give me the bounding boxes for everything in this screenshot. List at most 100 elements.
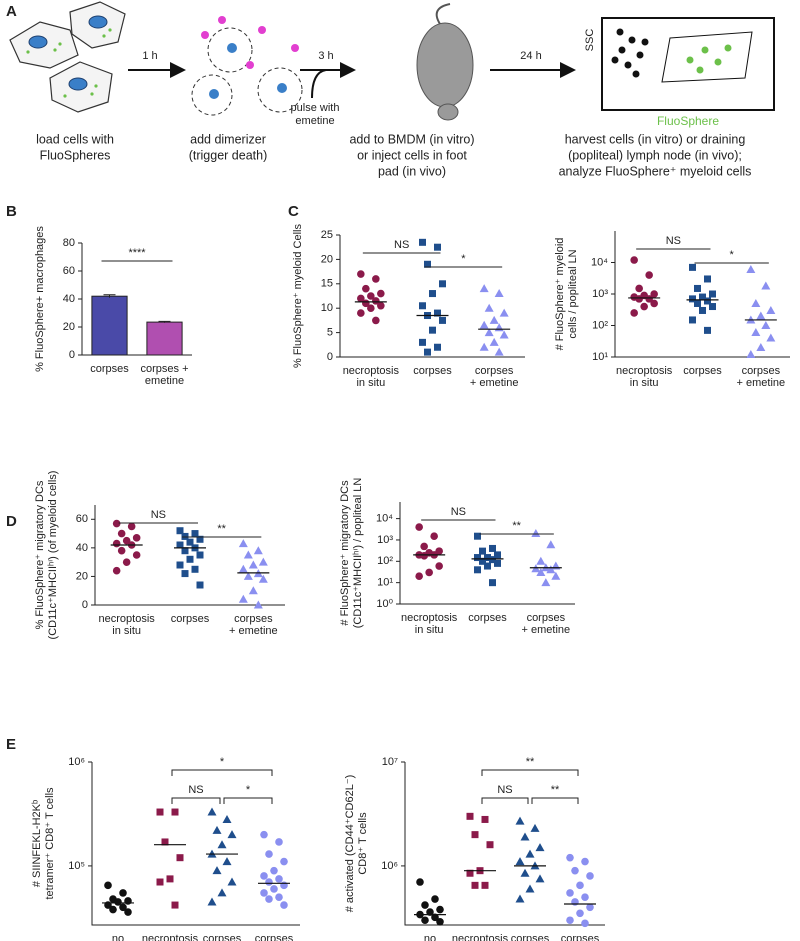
point bbox=[530, 823, 540, 832]
point bbox=[181, 547, 189, 555]
point bbox=[436, 905, 444, 914]
y-tick-label: 5 bbox=[327, 327, 333, 339]
point bbox=[191, 565, 199, 573]
point bbox=[746, 350, 756, 359]
point bbox=[466, 812, 474, 820]
point bbox=[640, 302, 648, 311]
point bbox=[429, 290, 436, 298]
bar bbox=[146, 321, 183, 356]
point bbox=[531, 529, 541, 538]
point bbox=[494, 347, 504, 356]
bar bbox=[91, 295, 128, 356]
y-tick-label: 40 bbox=[63, 293, 75, 305]
point bbox=[280, 901, 288, 909]
point bbox=[109, 905, 117, 914]
point bbox=[756, 343, 766, 352]
y-axis-label: # activated (CD44⁺CD62L⁻) bbox=[344, 775, 356, 913]
point bbox=[419, 338, 426, 346]
point bbox=[429, 326, 436, 334]
point bbox=[156, 808, 164, 816]
point bbox=[494, 289, 504, 298]
significance-bracket bbox=[481, 769, 579, 776]
point bbox=[481, 881, 489, 889]
point bbox=[694, 284, 701, 292]
point bbox=[645, 295, 653, 303]
point bbox=[227, 877, 237, 886]
point bbox=[430, 532, 438, 540]
point bbox=[114, 898, 122, 906]
y-tick-label: 10¹ bbox=[377, 577, 393, 589]
point bbox=[494, 323, 504, 332]
significance-label: NS bbox=[188, 784, 203, 796]
x-tick-label: corpses bbox=[468, 612, 507, 624]
point bbox=[489, 337, 499, 346]
significance-label: ** bbox=[551, 784, 560, 796]
point bbox=[489, 556, 496, 564]
point bbox=[581, 893, 589, 901]
point bbox=[104, 881, 112, 890]
point bbox=[566, 889, 574, 897]
point bbox=[484, 554, 491, 562]
point bbox=[474, 566, 481, 574]
point bbox=[117, 529, 126, 538]
significance-bracket bbox=[223, 797, 273, 804]
point bbox=[699, 306, 706, 314]
y-tick-label: 10⁴ bbox=[376, 513, 393, 525]
point bbox=[124, 897, 132, 905]
point bbox=[265, 850, 273, 858]
point bbox=[645, 271, 653, 279]
significance-label: NS bbox=[394, 239, 409, 251]
step-text: load cells with bbox=[36, 132, 114, 146]
point bbox=[258, 574, 268, 583]
point bbox=[421, 916, 429, 925]
y-tick-label: 10⁶ bbox=[381, 860, 398, 872]
point bbox=[766, 333, 776, 342]
significance-label: NS bbox=[497, 784, 512, 796]
interval: 24 h bbox=[520, 50, 541, 62]
point bbox=[536, 556, 546, 565]
point bbox=[124, 908, 132, 916]
point bbox=[630, 256, 638, 264]
y-tick-label: 25 bbox=[321, 229, 333, 241]
point bbox=[166, 875, 174, 883]
point bbox=[439, 280, 446, 288]
point bbox=[419, 302, 426, 310]
point bbox=[377, 289, 385, 298]
point bbox=[520, 868, 530, 877]
y-tick-label: 10 bbox=[321, 302, 333, 314]
panel-label: A bbox=[6, 3, 17, 20]
x-tick-label: corpses+ emetine bbox=[522, 612, 571, 636]
point bbox=[161, 838, 169, 846]
point bbox=[127, 522, 136, 531]
point bbox=[248, 560, 258, 569]
significance-bracket bbox=[481, 797, 529, 804]
step-text: (popliteal) lymph node (in vivo); bbox=[568, 148, 742, 162]
point bbox=[515, 857, 525, 866]
significance-label: **** bbox=[128, 247, 146, 259]
point bbox=[424, 260, 431, 268]
step-text: FluoSpheres bbox=[40, 148, 111, 162]
point bbox=[186, 538, 194, 546]
axis-line bbox=[91, 762, 300, 926]
y-tick-label: 10² bbox=[592, 319, 608, 331]
step-text: add to BMDM (in vitro) bbox=[349, 132, 474, 146]
point bbox=[176, 527, 184, 535]
significance-label: * bbox=[461, 253, 466, 265]
x-tick-label: corpses+ emetine bbox=[737, 365, 786, 389]
point bbox=[238, 539, 248, 548]
point bbox=[535, 874, 545, 883]
x-tick-label: corpses + emetine bbox=[141, 363, 189, 387]
x-tick-label: corpses bbox=[90, 363, 129, 375]
point bbox=[112, 566, 121, 575]
point bbox=[372, 297, 380, 305]
point bbox=[571, 866, 579, 875]
point bbox=[424, 348, 431, 356]
point bbox=[243, 571, 253, 580]
point bbox=[112, 539, 121, 548]
y-tick-label: 10³ bbox=[592, 288, 608, 300]
y-tick-label: 10³ bbox=[377, 534, 393, 546]
pulse-note: pulse with bbox=[291, 102, 340, 114]
